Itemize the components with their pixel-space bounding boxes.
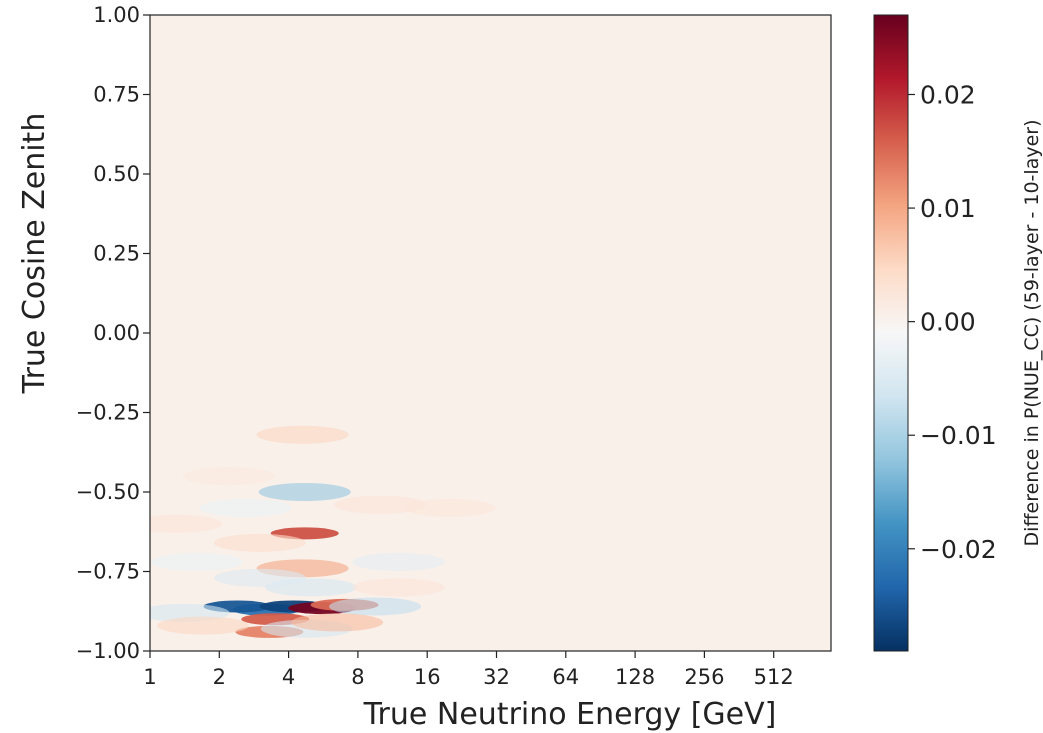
heatmap-cell — [213, 568, 306, 587]
x-tick-label: 32 — [483, 665, 510, 689]
y-axis: 1.00 0.75 0.50 0.25 0.00 −0.25 −0.50 −0.75 −1.00 — [76, 3, 150, 663]
x-axis: 1 2 4 8 16 32 64 128 256 512 — [143, 651, 794, 689]
y-tick-label: 0.75 — [93, 83, 140, 107]
x-axis-title: True Neutrino Energy [GeV] — [363, 697, 777, 732]
colorbar-gradient — [873, 14, 909, 652]
y-tick-label: −0.50 — [76, 480, 140, 504]
x-tick-label: 16 — [414, 665, 441, 689]
colorbar: 0.02 0.01 0.00 −0.01 −0.02 Difference in P(N… — [873, 14, 1043, 652]
x-tick-label: 2 — [213, 665, 226, 689]
colorbar-tick-label: −0.01 — [920, 421, 997, 450]
heatmap-cell — [258, 483, 351, 501]
colorbar-title: Difference in P(NUE_CC) (59-layer - 10-l… — [1021, 120, 1043, 547]
heatmap-cell — [352, 552, 445, 571]
y-axis-title: True Cosine Zenith — [17, 113, 52, 395]
colorbar-tick-label: 0.01 — [920, 194, 976, 223]
colorbar-tick-label: 0.00 — [920, 308, 976, 337]
colorbar-tick-label: 0.02 — [920, 81, 976, 110]
heatmap-cell — [352, 578, 445, 597]
x-tick-label: 64 — [552, 665, 579, 689]
y-tick-label: −1.00 — [76, 639, 140, 663]
heatmap-cell — [182, 467, 275, 486]
heatmap-cell — [150, 552, 243, 571]
heatmap-background — [150, 15, 831, 651]
y-tick-label: 0.25 — [93, 242, 140, 266]
heatmap-cell — [256, 425, 349, 444]
y-tick-label: 0.00 — [93, 321, 140, 345]
heatmap-cell — [199, 498, 292, 517]
heatmap-cell — [157, 616, 250, 635]
x-tick-label: 4 — [282, 665, 295, 689]
heatmap-cell — [213, 533, 306, 552]
y-tick-label: 0.50 — [93, 162, 140, 186]
heatmap-cell — [403, 498, 496, 517]
heatmap-cells — [150, 425, 496, 638]
y-tick-label: −0.25 — [76, 401, 140, 425]
x-tick-label: 128 — [615, 665, 655, 689]
y-tick-label: −0.75 — [76, 560, 140, 584]
heatmap-cell — [150, 514, 223, 533]
x-tick-label: 256 — [684, 665, 724, 689]
x-tick-label: 1 — [143, 665, 156, 689]
colorbar-tick-label: −0.02 — [920, 535, 997, 564]
x-tick-label: 512 — [754, 665, 794, 689]
heatmap-cell — [334, 495, 427, 514]
heatmap-cell — [291, 613, 384, 632]
y-tick-label: 1.00 — [93, 3, 140, 27]
plot-area — [149, 14, 832, 652]
heatmap-cell — [329, 597, 422, 616]
colorbar-ticks: 0.02 0.01 0.00 −0.01 −0.02 — [908, 81, 997, 564]
x-tick-label: 8 — [351, 665, 364, 689]
